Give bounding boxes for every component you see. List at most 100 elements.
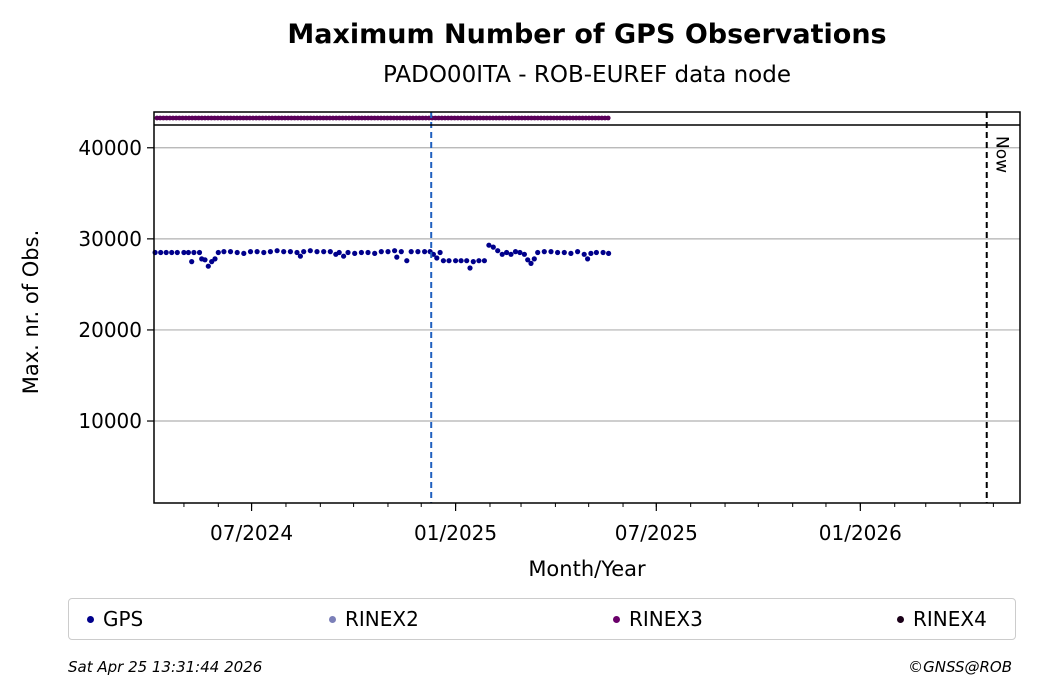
- legend-label-rinex3: RINEX3: [629, 607, 703, 631]
- gps-point: [588, 250, 594, 256]
- gps-point: [394, 254, 400, 260]
- gps-marker-icon: [87, 615, 94, 623]
- gps-point: [247, 249, 254, 255]
- rinex3-point: [605, 115, 611, 121]
- y-tick-label: 10000: [78, 409, 142, 433]
- gps-point: [508, 251, 514, 257]
- legend-label-rinex4: RINEX4: [913, 607, 987, 631]
- gps-point: [254, 249, 260, 255]
- gps-point: [531, 256, 537, 262]
- legend-item-gps: GPS: [87, 607, 143, 631]
- gps-point: [281, 249, 287, 255]
- gps-point: [196, 249, 203, 256]
- y-axis-label: Max. nr. of Obs.: [19, 230, 43, 395]
- gps-point: [294, 249, 300, 256]
- chart-subtitle: PADO00ITA - ROB-EUREF data node: [383, 62, 791, 88]
- y-tick-label: 40000: [78, 136, 142, 160]
- x-tick-label: 07/2025: [615, 521, 698, 545]
- gps-point: [600, 249, 606, 256]
- gps-point: [575, 249, 581, 255]
- y-gridlines: [154, 147, 1020, 422]
- legend-item-rinex4: RINEX4: [897, 607, 987, 631]
- rinex3-band: [154, 115, 611, 121]
- x-tick-label: 01/2026: [819, 521, 902, 545]
- legend-label-gps: GPS: [103, 607, 144, 631]
- x-axis-label: Month/Year: [528, 557, 646, 581]
- gps-point: [548, 249, 554, 255]
- chart-title: Maximum Number of GPS Observations: [287, 19, 886, 50]
- gps-point: [169, 249, 175, 256]
- gps-point: [581, 251, 587, 257]
- gps-point: [470, 259, 476, 265]
- gps-point: [352, 250, 358, 256]
- gps-point: [521, 251, 528, 257]
- y-tick-label: 20000: [78, 318, 142, 342]
- gps-point: [525, 257, 531, 263]
- generated-timestamp: Sat Apr 25 13:31:44 2026: [68, 658, 263, 676]
- gps-point: [341, 253, 347, 259]
- gps-point: [358, 249, 364, 256]
- rinex4-marker-icon: [897, 615, 904, 623]
- legend: GPS RINEX2 RINEX3 RINEX4: [68, 598, 1016, 640]
- gps-point: [205, 263, 211, 269]
- gps-point: [267, 249, 273, 255]
- gps-point: [307, 248, 313, 254]
- gps-point: [372, 250, 378, 256]
- x-axis-ticks: 07/2024 01/2025 07/2025 01/2026: [183, 503, 994, 545]
- gps-point: [314, 249, 320, 255]
- gps-point: [327, 249, 333, 255]
- gps-point: [261, 249, 267, 256]
- gps-point: [568, 250, 574, 256]
- gps-point: [378, 249, 384, 255]
- gps-point: [458, 258, 464, 264]
- gps-point: [453, 258, 459, 264]
- gps-point: [415, 249, 421, 255]
- gps-point: [398, 249, 404, 255]
- gps-point: [606, 250, 612, 256]
- gps-point: [517, 249, 523, 256]
- gps-point: [528, 260, 534, 266]
- gps-point: [227, 249, 234, 255]
- gps-point: [185, 249, 191, 256]
- gps-point: [241, 250, 247, 256]
- gps-point: [561, 249, 567, 256]
- gps-point: [365, 249, 371, 256]
- gps-point: [555, 249, 561, 256]
- y-tick-label: 30000: [78, 227, 142, 251]
- gps-point: [512, 249, 519, 255]
- gps-point: [434, 255, 440, 261]
- gps-point: [392, 248, 398, 254]
- y-axis-ticks: 10000 20000 30000 40000: [78, 136, 154, 433]
- gps-point: [336, 249, 342, 256]
- gps-point: [221, 249, 227, 255]
- gps-point: [301, 249, 307, 255]
- gps-point: [481, 258, 487, 264]
- legend-item-rinex2: RINEX2: [329, 607, 419, 631]
- gps-point: [189, 259, 195, 265]
- reference-lines: [430, 112, 988, 503]
- plot-frame: [153, 111, 1021, 504]
- gps-point: [486, 242, 492, 248]
- gps-point: [535, 249, 541, 256]
- gps-point: [163, 249, 169, 256]
- gps-point: [467, 265, 473, 271]
- x-tick-label: 07/2024: [210, 521, 293, 545]
- now-label: Now: [992, 136, 1012, 173]
- gps-point: [404, 258, 410, 264]
- gps-point: [490, 244, 496, 250]
- gps-point: [297, 253, 303, 259]
- gps-point: [345, 249, 351, 256]
- gps-point: [287, 249, 293, 255]
- gps-point: [385, 249, 391, 255]
- gps-point: [321, 249, 327, 255]
- gps-point: [191, 249, 197, 256]
- gps-point: [495, 248, 501, 254]
- gps-point: [174, 249, 180, 256]
- gps-point: [440, 258, 446, 264]
- gps-point: [499, 251, 505, 257]
- gps-point: [215, 249, 221, 256]
- gps-point: [408, 249, 414, 255]
- rinex3-marker-icon: [613, 615, 620, 623]
- copyright-notice: ©GNSS@ROB: [908, 658, 1012, 676]
